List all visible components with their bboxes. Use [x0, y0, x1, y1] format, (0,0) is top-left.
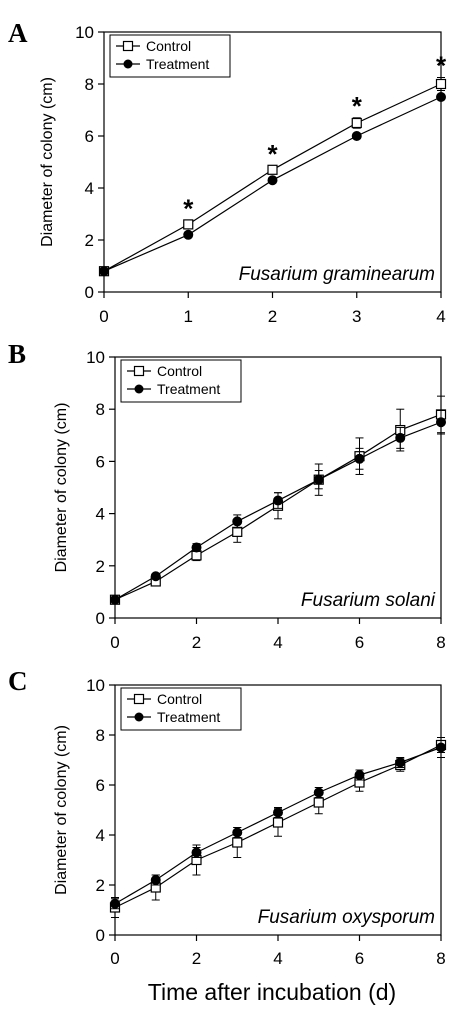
x-tick-label: 8 — [436, 633, 445, 652]
series-treatment — [99, 92, 446, 277]
y-tick-label: 6 — [96, 776, 105, 795]
legend-marker-control — [133, 365, 145, 377]
x-tick-label: 8 — [436, 949, 445, 968]
data-point-treatment — [273, 807, 283, 818]
data-point-control — [183, 219, 194, 230]
data-point-treatment — [313, 787, 324, 798]
legend-marker-treatment — [134, 384, 144, 394]
legend-label: Control — [157, 691, 202, 707]
x-tick-label: 6 — [355, 633, 364, 652]
x-tick-label: 0 — [110, 633, 119, 652]
species-annotation: Fusarium solani — [301, 590, 436, 611]
y-axis-title: Diameter of colony (cm) — [53, 725, 70, 895]
data-point-control — [435, 78, 447, 90]
data-point-treatment — [99, 266, 109, 277]
y-tick-label: 6 — [85, 127, 94, 146]
y-tick-label: 2 — [85, 231, 94, 250]
significance-star: * — [352, 91, 363, 121]
y-tick-label: 0 — [96, 609, 105, 628]
legend-marker-control — [133, 693, 145, 705]
legend-marker-control — [122, 40, 134, 52]
x-tick-label: 2 — [268, 307, 277, 326]
y-tick-label: 4 — [96, 826, 105, 845]
y-tick-label: 2 — [96, 876, 105, 895]
legend-label: Treatment — [157, 709, 220, 725]
data-point-control — [267, 164, 278, 175]
legend-label: Treatment — [146, 56, 209, 72]
data-point-treatment — [436, 417, 446, 428]
species-annotation: Fusarium oxysporum — [258, 907, 435, 928]
data-point-treatment — [150, 875, 161, 885]
data-point-treatment — [354, 453, 365, 464]
x-tick-label: 3 — [352, 307, 361, 326]
panel-b: B 0 2 4 6 8 10 0 2 4 6 8 Diameter of colony (cm) Cont… — [8, 339, 447, 652]
x-tick-label: 0 — [110, 949, 119, 968]
data-point-control — [232, 526, 243, 537]
legend-marker-treatment — [123, 59, 133, 69]
x-tick-label: 2 — [192, 949, 201, 968]
data-point-control — [313, 797, 324, 808]
data-point-treatment — [150, 571, 161, 582]
data-point-treatment — [267, 175, 278, 186]
legend-label: Treatment — [157, 381, 220, 397]
series-treatment — [110, 410, 446, 605]
data-point-treatment — [232, 827, 243, 838]
y-tick-label: 0 — [85, 283, 94, 302]
x-tick-label: 2 — [192, 633, 201, 652]
y-tick-label: 10 — [86, 676, 105, 695]
y-tick-label: 10 — [86, 348, 105, 367]
y-tick-label: 2 — [96, 557, 105, 576]
panel-letter: B — [8, 339, 26, 369]
significance-star: * — [267, 139, 278, 169]
x-tick-label: 4 — [273, 949, 282, 968]
data-point-treatment — [110, 898, 120, 909]
panel-a: A 0 2 4 6 8 10 0 1 2 3 4 Diameter of colony (cm) * * * *… — [8, 18, 447, 326]
x-tick-label: 6 — [355, 949, 364, 968]
data-point-control — [232, 837, 243, 848]
legend-label: Control — [157, 363, 202, 379]
data-point-treatment — [436, 742, 446, 753]
data-point-control — [351, 117, 362, 129]
significance-star: * — [436, 51, 447, 81]
significance-star: * — [183, 194, 194, 224]
x-axis-title: Time after incubation (d) — [148, 979, 396, 1005]
data-point-control — [272, 817, 284, 828]
data-point-treatment — [313, 474, 324, 485]
y-tick-label: 8 — [85, 75, 94, 94]
panel-letter: C — [8, 666, 28, 696]
panel-c: C 0 2 4 6 8 10 0 2 4 6 8 Diameter of colony (cm) Cont… — [8, 666, 447, 968]
x-tick-label: 0 — [99, 307, 108, 326]
data-point-treatment — [191, 542, 202, 553]
y-tick-label: 4 — [96, 505, 105, 524]
data-point-treatment — [354, 770, 365, 780]
y-tick-label: 8 — [96, 726, 105, 745]
x-tick-label: 4 — [436, 307, 445, 326]
series-treatment — [110, 737, 446, 910]
data-point-treatment — [183, 229, 194, 240]
data-point-treatment — [395, 757, 406, 768]
data-point-treatment — [436, 92, 446, 102]
legend-label: Control — [146, 38, 191, 54]
data-point-treatment — [191, 847, 202, 858]
y-axis-title: Diameter of colony (cm) — [39, 77, 56, 247]
y-tick-label: 6 — [96, 452, 105, 471]
y-axis-title: Diameter of colony (cm) — [53, 403, 70, 573]
panel-letter: A — [8, 18, 28, 48]
data-point-treatment — [351, 131, 362, 141]
data-point-treatment — [395, 432, 406, 443]
x-tick-label: 4 — [273, 633, 282, 652]
y-tick-label: 0 — [96, 926, 105, 945]
data-point-treatment — [110, 594, 120, 605]
y-tick-label: 10 — [75, 23, 94, 42]
y-tick-label: 8 — [96, 400, 105, 419]
legend-marker-treatment — [134, 712, 144, 722]
x-tick-label: 1 — [184, 307, 193, 326]
data-point-treatment — [273, 495, 283, 506]
y-tick-label: 4 — [85, 179, 94, 198]
species-annotation: Fusarium graminearum — [239, 264, 435, 285]
data-point-treatment — [232, 516, 243, 527]
